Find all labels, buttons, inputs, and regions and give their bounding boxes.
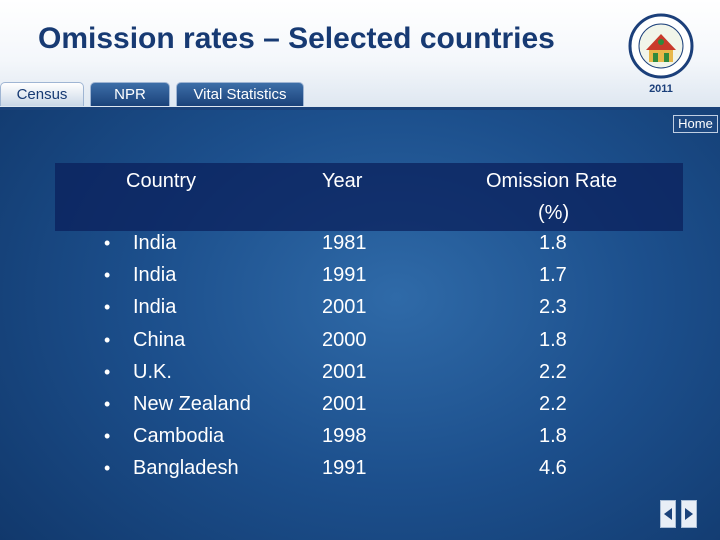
table-cell-omission-rate: 1.8 [539,329,567,351]
table-cell-omission-rate: 1.7 [539,264,567,286]
table-cell-country: India [133,296,177,318]
bullet-icon: • [104,394,111,414]
tab-bar-divider [0,107,720,110]
table-cell-year: 1991 [322,457,367,479]
svg-text:2011: 2011 [649,83,673,95]
table-cell-year: 2001 [322,393,367,415]
table-cell-omission-rate: 2.3 [539,296,567,318]
home-button[interactable]: Home [673,115,718,133]
table-cell-omission-rate: 4.6 [539,457,567,479]
table-cell-omission-rate: 1.8 [539,232,567,254]
table-cell-year: 2000 [322,329,367,351]
table-cell-country: New Zealand [133,393,251,415]
bullet-icon: • [104,233,111,253]
page-title: Omission rates – Selected countries [38,22,555,55]
table-cell-omission-rate: 1.8 [539,425,567,447]
table-cell-country: India [133,264,177,286]
table-cell-omission-rate: 2.2 [539,361,567,383]
table-cell-country: India [133,232,177,254]
census-of-india-logo: 2011 [628,13,694,95]
arrow-right-icon [685,508,693,520]
table-cell-year: 1991 [322,264,367,286]
bullet-icon: • [104,362,111,382]
bullet-icon: • [104,297,111,317]
arrow-left-icon [664,508,672,520]
table-cell-country: Cambodia [133,425,225,447]
next-slide-button[interactable] [681,500,697,528]
table-cell-year: 2001 [322,296,367,318]
bullet-icon: • [104,265,111,285]
table-cell-year: 1981 [322,232,367,254]
bullet-icon: • [104,426,111,446]
tab-npr[interactable]: NPR [90,82,170,106]
column-header-year: Year [322,170,363,192]
table-cell-country: Bangladesh [133,457,239,479]
column-header-country: Country [126,170,197,192]
table-cell-year: 1998 [322,425,367,447]
table-cell-year: 2001 [322,361,367,383]
bullet-icon: • [104,330,111,350]
table-cell-country: China [133,329,186,351]
table-cell-omission-rate: 2.2 [539,393,567,415]
table-cell-country: U.K. [133,361,172,383]
tab-vital-statistics[interactable]: Vital Statistics [176,82,304,106]
column-header-omission-rate-unit: (%) [538,202,570,224]
tab-census[interactable]: Census [0,82,84,106]
previous-slide-button[interactable] [660,500,676,528]
table-header-band [55,163,683,231]
column-header-omission-rate: Omission Rate [486,170,618,192]
bullet-icon: • [104,458,111,478]
slide-header: Omission rates – Selected countries 2011… [0,0,720,110]
